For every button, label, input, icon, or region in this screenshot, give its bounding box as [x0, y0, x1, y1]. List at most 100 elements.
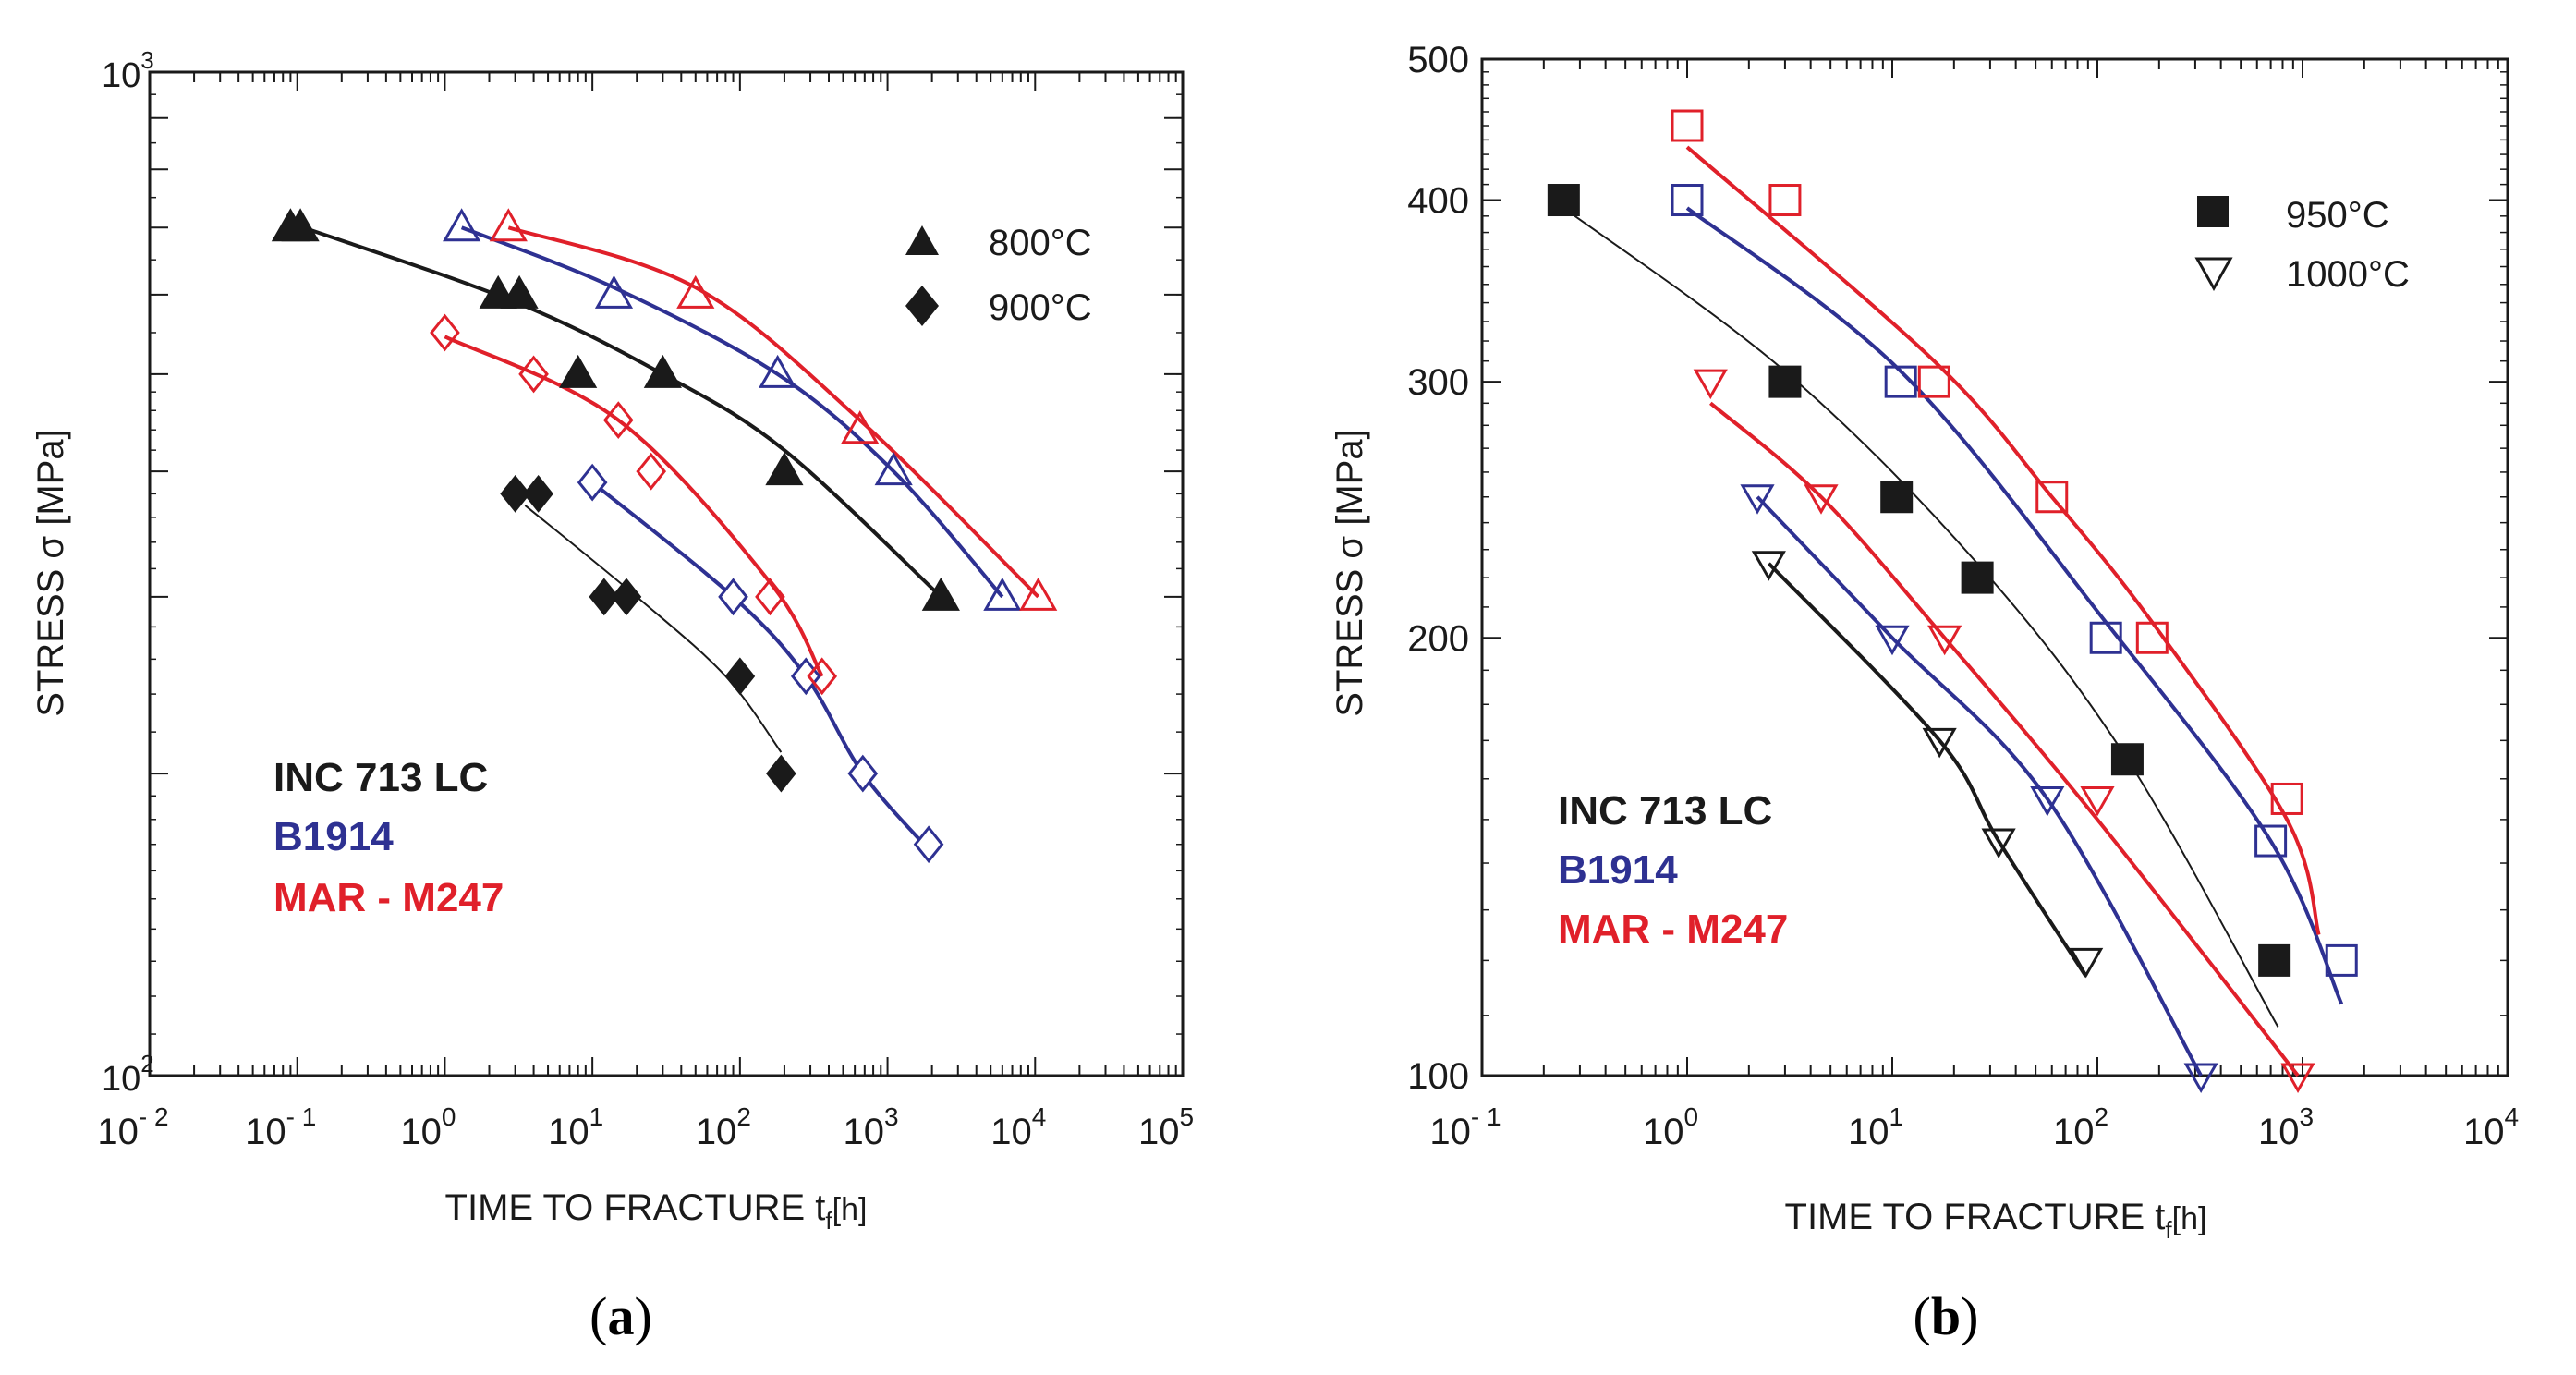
fit-line	[507, 225, 1040, 599]
fit-line	[1756, 495, 2203, 1077]
data-point-square	[1671, 109, 1704, 142]
data-point-square	[2110, 743, 2144, 776]
x-tick-label: 100	[400, 1102, 456, 1152]
data-point-square	[1917, 365, 1950, 398]
fit-line	[524, 505, 783, 753]
legend-triangle-filled-icon	[905, 225, 939, 255]
fit-line	[460, 225, 1004, 599]
data-point-triangle-down	[2280, 1063, 2315, 1094]
data-point-square	[2270, 782, 2303, 815]
legend-diamond-filled-icon	[905, 286, 939, 326]
chart-b-alloy-inc: INC 713 LC	[1558, 788, 1772, 834]
data-point-triangle	[281, 208, 320, 242]
x-tick-label: 10- 2	[97, 1102, 168, 1152]
data-point-triangle-down	[2183, 1063, 2218, 1094]
x-tick-label: 105	[1138, 1102, 1194, 1152]
chart-b-alloy-b1914: B1914	[1558, 847, 1678, 893]
fit-line	[302, 225, 942, 599]
x-tick-label: 103	[2258, 1102, 2314, 1152]
data-point-square	[2258, 943, 2291, 977]
data-point-triangle	[983, 577, 1022, 611]
data-point-triangle-down	[1740, 484, 1775, 515]
chart-a-alloy-mar: MAR - M247	[273, 875, 504, 920]
data-point-diamond	[500, 474, 530, 513]
data-point-triangle	[841, 410, 880, 444]
data-point-square	[1547, 184, 1580, 217]
panel-label-b: (b)	[1914, 1286, 1979, 1346]
data-point-diamond	[755, 578, 785, 616]
x-tick-label: 104	[2463, 1102, 2519, 1152]
data-point-triangle	[443, 208, 481, 242]
x-tick-label: 104	[990, 1102, 1046, 1152]
data-point-diamond	[430, 313, 460, 352]
data-point-triangle	[921, 577, 960, 611]
data-point-square	[1671, 184, 1704, 217]
chart-b-legend-label: 950°C	[2286, 195, 2389, 236]
panel-label-a: (a)	[589, 1286, 652, 1346]
data-point-diamond	[847, 754, 879, 793]
y-tick-label: 200	[1407, 618, 1469, 659]
legend-triangle-down-icon	[2194, 257, 2233, 292]
data-point-square	[2254, 824, 2288, 858]
data-point-square	[1768, 184, 1802, 217]
data-point-triangle-down	[2030, 785, 2065, 817]
chart-a-alloy-b1914: B1914	[273, 814, 394, 859]
data-point-triangle-down	[2069, 947, 2104, 979]
chart-a-xtick-labels: 10- 2 10- 1 100 101 102 103 104 105	[97, 1102, 1194, 1152]
data-point-triangle-down	[1804, 484, 1839, 515]
data-point-triangle-down	[1927, 625, 1962, 656]
data-point-diamond	[577, 463, 608, 502]
chart-a-xlabel: TIME TO FRACTURE tf[h]	[445, 1187, 868, 1235]
x-tick-label: 10- 1	[245, 1102, 316, 1152]
x-tick-label: 103	[844, 1102, 899, 1152]
data-point-diamond	[589, 578, 620, 616]
y-tick-label: 300	[1407, 362, 1469, 403]
chart-b-frame	[1480, 57, 2509, 1077]
legend-square-filled-icon	[2197, 196, 2229, 227]
chart-b-legend-label: 1000°C	[2286, 254, 2410, 295]
x-tick-label: 102	[696, 1102, 751, 1152]
chart-a: 102 103 10- 2 10- 1 100 101 102 103 104 105 STR…	[30, 46, 1194, 1346]
data-point-triangle	[489, 208, 528, 242]
fit-line	[444, 335, 824, 677]
data-point-square	[2089, 621, 2122, 654]
chart-b-xtick-labels: 10- 1 100 101 102 103 104	[1429, 1102, 2519, 1152]
fit-line	[1709, 401, 2300, 1077]
data-point-diamond	[611, 578, 642, 616]
data-point-square	[1884, 365, 1917, 398]
chart-b-ylabel: STRESS σ [MPa]	[1330, 429, 1370, 716]
chart-b-ytick-labels: 100 200 300 400 500	[1407, 40, 1469, 1097]
chart-b-fit-lines	[1562, 145, 2344, 1077]
y-tick-label: 500	[1407, 40, 1469, 80]
data-point-triangle-down	[2080, 785, 2115, 817]
chart-b-alloy-mar: MAR - M247	[1558, 907, 1788, 952]
chart-a-ytick-label: 103	[102, 46, 154, 95]
data-point-diamond	[602, 401, 634, 440]
chart-b-markers	[1547, 109, 2358, 1094]
data-point-triangle	[874, 452, 913, 486]
fit-line	[1562, 207, 2279, 1028]
data-point-triangle	[559, 354, 598, 388]
data-point-triangle-down	[1751, 551, 1786, 581]
data-point-diamond	[913, 825, 944, 864]
chart-a-ylabel: STRESS σ [MPa]	[30, 429, 71, 716]
data-point-diamond	[724, 657, 756, 696]
data-point-triangle-down	[1922, 727, 1957, 759]
data-point-diamond	[718, 578, 748, 616]
data-point-triangle-down	[1981, 828, 2016, 859]
y-tick-label: 100	[1407, 1056, 1469, 1097]
chart-b-ticks	[1481, 58, 2509, 1077]
data-point-triangle	[594, 274, 634, 309]
data-point-diamond	[766, 754, 796, 793]
chart-a-legend-label: 900°C	[989, 287, 1092, 328]
fit-line	[1685, 206, 2344, 1005]
fit-line	[1767, 562, 2088, 978]
x-tick-label: 100	[1643, 1102, 1698, 1152]
x-tick-label: 101	[548, 1102, 603, 1152]
data-point-triangle	[676, 274, 715, 309]
y-tick-label: 400	[1407, 181, 1469, 222]
x-tick-label: 102	[2053, 1102, 2108, 1152]
data-point-square	[2325, 943, 2358, 977]
data-point-square	[1880, 481, 1914, 514]
